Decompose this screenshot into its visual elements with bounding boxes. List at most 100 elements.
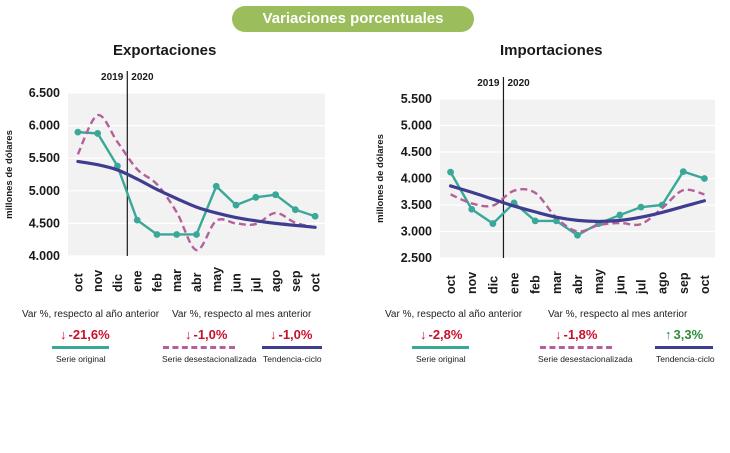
x-tick-label: jun [613,275,627,295]
legend-line-original [52,346,109,349]
x-tick-label: dic [111,274,125,292]
y-tick-label: 4.500 [29,216,60,230]
x-tick-label: ene [508,272,522,294]
legend-line-tendencia [655,346,713,349]
exp-mensual-label: Var %, respecto al mes anterior [172,309,312,320]
series-point-original [637,203,645,211]
x-tick-label: may [210,267,224,292]
imp-mensual-label: Var %, respecto al mes anterior [548,309,688,320]
arrow-down-icon: ↓ [270,327,277,342]
x-tick-label: dic [486,276,500,294]
period-label-right: 2020 [507,78,530,89]
series-point-original [153,231,161,238]
series-point-original [133,216,141,224]
series-line-tendencia [448,184,707,224]
x-tick-label: abr [190,272,204,292]
legend-line-desest [163,346,235,349]
x-tick-label: abr [571,274,585,294]
arrow-down-icon: ↓ [555,327,562,342]
chart-title-importaciones: Importaciones [500,42,603,59]
legend-original: Serie original [416,354,466,364]
legend-original: Serie original [56,354,106,364]
y-tick-label: 5.000 [401,119,432,133]
y-tick-label: 2.500 [401,251,432,265]
arrow-down-icon: ↓ [60,327,67,342]
y-axis-title: millones de dólares [4,130,15,219]
legend-desest: Serie desestacionalizada [162,354,257,364]
series-point-original [212,182,220,190]
x-tick-label: ene [131,270,145,292]
y-tick-label: 4.500 [401,145,432,159]
y-axis-title: millones de dólares [375,134,386,223]
exp-desest-value: ↓ -1,0% [185,327,228,342]
exp-tendencia-value: ↓ -1,0% [270,327,313,342]
series-point-original [311,212,319,220]
arrow-up-icon: ↑ [665,327,672,342]
series-point-original [232,201,240,209]
x-tick-label: oct [444,274,458,294]
arrow-down-icon: ↓ [185,327,192,342]
series-point-original [679,168,687,176]
y-tick-label: 5.500 [401,92,432,106]
series-point-original [489,220,497,227]
x-tick-label: nov [465,272,479,294]
series-point-original [468,205,476,213]
legend-line-desest [540,346,612,349]
series-point-original [701,175,708,182]
x-tick-label: mar [550,271,564,294]
series-point-original [291,206,299,214]
y-tick-label: 4.000 [401,172,432,186]
y-tick-label: 4.000 [29,249,60,263]
series-point-original [447,168,454,176]
series-point-original [173,231,181,238]
y-tick-label: 5.000 [29,184,60,198]
y-tick-label: 3.500 [401,198,432,212]
series-point-original [74,128,82,136]
x-tick-label: jul [249,277,263,293]
x-tick-label: oct [71,272,85,292]
x-tick-label: may [592,269,606,294]
series-point-original [272,191,279,199]
series-point-original [574,231,581,239]
series-point-original [616,211,624,219]
legend-desest: Serie desestacionalizada [538,354,633,364]
series-point-original [252,193,260,201]
banner-title: Variaciones porcentuales [232,6,474,32]
x-tick-label: oct [698,274,712,294]
x-tick-label: feb [529,275,543,294]
chart-title-exportaciones: Exportaciones [113,42,217,59]
y-tick-label: 3.000 [401,225,432,239]
x-tick-label: feb [150,273,164,292]
legend-line-original [412,346,469,349]
period-label-right: 2020 [131,72,154,83]
x-tick-label: jun [230,273,244,293]
x-tick-label: ago [656,271,670,294]
period-label-left: 2019 [477,78,500,89]
x-tick-label: ago [269,269,283,292]
exp-anual-label: Var %, respecto al año anterior [22,309,160,320]
x-tick-label: oct [309,272,323,292]
series-line-desestacionalizada [450,188,705,233]
legend-tendencia: Tendencia-ciclo [263,354,322,364]
y-tick-label: 5.500 [29,151,60,165]
y-tick-label: 6.000 [29,119,60,133]
period-label-left: 2019 [101,72,124,83]
series-point-original [193,231,200,238]
imp-desest-value: ↓ -1,8% [555,327,598,342]
imp-anual-label: Var %, respecto al año anterior [385,309,523,320]
imp-original-value: ↓ -2,8% [420,327,463,342]
legend-tendencia: Tendencia-ciclo [656,354,715,364]
x-tick-label: sep [289,270,303,292]
series-line-desestacionalizada [76,113,316,252]
x-tick-label: nov [91,270,105,292]
series-line-tendencia [76,159,317,229]
imp-tendencia-value: ↑ 3,3% [665,327,704,342]
x-tick-label: jul [634,279,648,295]
y-tick-label: 6.500 [29,86,60,100]
arrow-down-icon: ↓ [420,327,427,342]
exp-original-value: ↓ -21,6% [60,327,110,342]
x-tick-label: mar [170,269,184,292]
legend-line-tendencia [262,346,322,349]
